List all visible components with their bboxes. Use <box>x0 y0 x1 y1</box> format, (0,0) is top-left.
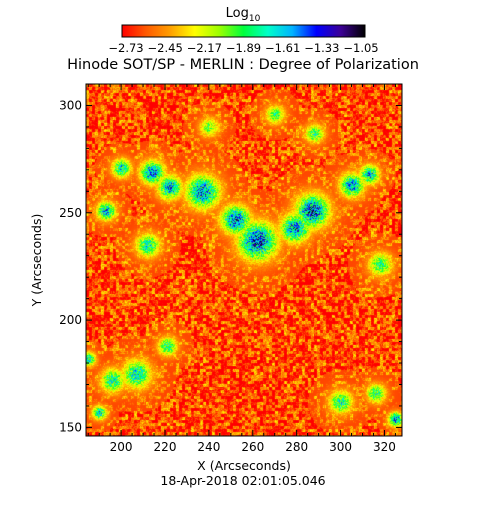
colorbar-label: Log10 <box>226 6 261 24</box>
colorbar-tick-label: −1.89 <box>226 41 261 55</box>
y-axis-label: Y (Arcseconds) <box>29 214 44 308</box>
heatmap-image <box>86 84 402 436</box>
y-tick-label: 250 <box>59 206 82 220</box>
x-tick-label: 320 <box>373 440 396 454</box>
colorbar-bar <box>121 24 366 38</box>
colorbar-tick-label: −1.61 <box>265 41 300 55</box>
y-tick-label: 150 <box>59 420 82 434</box>
colorbar-label-subscript: 10 <box>249 14 261 24</box>
chart-title: Hinode SOT/SP - MERLIN : Degree of Polar… <box>67 57 419 73</box>
x-tick-label: 300 <box>329 440 352 454</box>
colorbar-tick-label: −2.73 <box>108 41 143 55</box>
x-tick-label: 220 <box>154 440 177 454</box>
colorbar-label-base: Log <box>226 6 249 21</box>
x-tick-label: 260 <box>241 440 264 454</box>
heatmap <box>85 83 403 437</box>
y-tick-label: 300 <box>59 98 82 112</box>
colorbar-tick-label: −1.05 <box>343 41 378 55</box>
y-tick-label: 200 <box>59 313 82 327</box>
colorbar-tick-label: −1.33 <box>304 41 339 55</box>
x-axis-label: X (Arcseconds) <box>197 458 291 473</box>
y-axis: 150 200 250 300 <box>59 83 402 434</box>
plot-frame <box>85 83 403 437</box>
x-axis: 200 220 240 260 280 300 320 <box>87 84 396 454</box>
colorbar-tick-label: −2.17 <box>187 41 222 55</box>
colorbar-ticks: −2.73 −2.45 −2.17 −1.89 −1.61 −1.33 −1.05 <box>108 41 378 55</box>
colorbar-tick-label: −2.45 <box>148 41 183 55</box>
colorbar: Log10 −2.73 −2.45 −2.17 −1.89 −1.61 −1.33 −1.0… <box>108 6 378 55</box>
x-tick-label: 200 <box>110 440 133 454</box>
timestamp-footer: 18-Apr-2018 02:01:05.046 <box>160 473 325 488</box>
x-tick-label: 280 <box>285 440 308 454</box>
x-tick-label: 240 <box>197 440 220 454</box>
